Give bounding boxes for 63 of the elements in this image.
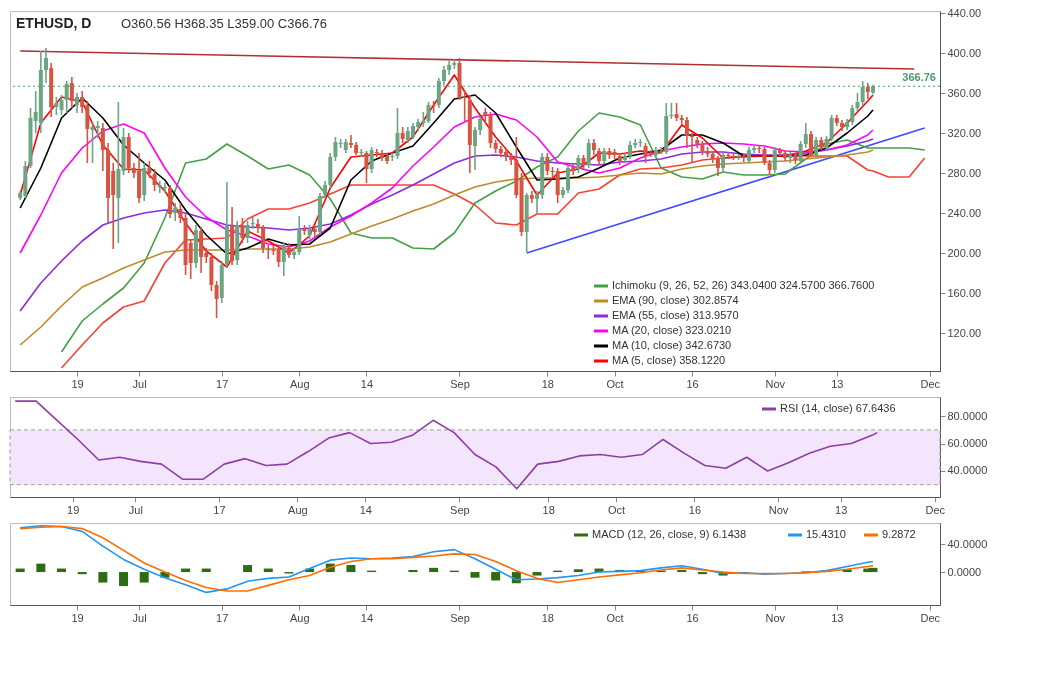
- x-tick-label: Jul: [128, 503, 143, 516]
- x-tick-label: Aug: [289, 611, 310, 624]
- legend-label: RSI (14, close) 67.6436: [780, 402, 896, 414]
- y-tick-label: 120.00: [947, 326, 982, 339]
- y-tick-label: 160.00: [947, 286, 982, 299]
- x-tick-label: Aug: [288, 503, 308, 516]
- legend-label: MA (5, close) 358.1220: [612, 354, 726, 366]
- x-tick-label: 18: [542, 503, 555, 516]
- legend-label: MA (20, close) 323.0210: [612, 324, 732, 336]
- x-tick-label: 13: [831, 611, 844, 624]
- x-tick-label: 14: [359, 503, 372, 516]
- x-tick-label: 17: [216, 611, 229, 624]
- x-tick-label: 14: [360, 611, 374, 624]
- x-tick-label: Dec: [920, 377, 941, 390]
- legend-label: Ichimoku (9, 26, 52, 26) 343.0400 324.5700 366.7600: [612, 279, 875, 291]
- legend-label: MACD (12, 26, close, 9) 6.1438: [592, 528, 747, 540]
- y-tick-label: 320.00: [947, 126, 982, 139]
- x-tick-label: 19: [71, 611, 84, 624]
- x-tick-label: Sep: [450, 503, 470, 516]
- chart-subtitle: O360.56 H368.35 L359.00 C366.76: [121, 16, 328, 31]
- y-tick-label: 80.0000: [947, 409, 988, 422]
- chart-title: ETHUSD, D: [16, 15, 92, 31]
- y-tick-label: 40.0000: [947, 537, 988, 550]
- x-tick-label: 18: [541, 611, 554, 624]
- x-tick-label: Oct: [606, 377, 624, 390]
- y-tick-label: 280.00: [947, 166, 982, 179]
- x-tick-label: Oct: [608, 503, 626, 516]
- x-tick-label: Nov: [765, 377, 786, 390]
- x-tick-label: 17: [213, 503, 226, 516]
- x-tick-label: 16: [686, 611, 699, 624]
- legend-label: EMA (55, close) 313.9570: [612, 309, 739, 321]
- x-tick-label: Sep: [450, 377, 470, 390]
- x-tick-label: Dec: [920, 611, 941, 624]
- legend-label: 15.4310: [806, 528, 846, 540]
- x-tick-label: 13: [831, 377, 844, 390]
- x-tick-label: 17: [216, 377, 229, 390]
- y-tick-label: 240.00: [947, 206, 982, 219]
- y-tick-label: 40.0000: [947, 464, 988, 477]
- legend-label: 9.2872: [882, 528, 916, 540]
- y-tick-label: 0.0000: [947, 565, 982, 578]
- y-tick-label: 60.0000: [947, 437, 988, 450]
- x-tick-label: Sep: [450, 611, 470, 624]
- legend-label: MA (10, close) 342.6730: [612, 339, 732, 351]
- x-tick-label: 19: [67, 503, 80, 516]
- x-tick-label: 16: [688, 503, 702, 516]
- y-tick-label: 400.00: [947, 46, 982, 59]
- y-tick-label: 200.00: [947, 246, 982, 259]
- x-tick-label: 16: [686, 377, 699, 390]
- x-tick-label: 19: [71, 377, 84, 390]
- x-tick-label: Oct: [606, 611, 624, 624]
- y-tick-label: 360.00: [947, 86, 982, 99]
- legend-label: EMA (90, close) 302.8574: [612, 294, 739, 306]
- x-tick-label: Nov: [768, 503, 789, 516]
- y-tick-label: 440.00: [947, 6, 982, 19]
- x-tick-label: Dec: [925, 503, 946, 516]
- x-tick-label: 14: [360, 377, 374, 390]
- ref-line-label: 366.76: [902, 71, 936, 84]
- x-tick-label: 13: [835, 503, 848, 516]
- x-tick-label: Jul: [132, 611, 147, 624]
- x-tick-label: 18: [541, 377, 554, 390]
- x-tick-label: Nov: [765, 611, 786, 624]
- x-tick-label: Jul: [132, 377, 147, 390]
- x-tick-label: Aug: [289, 377, 310, 390]
